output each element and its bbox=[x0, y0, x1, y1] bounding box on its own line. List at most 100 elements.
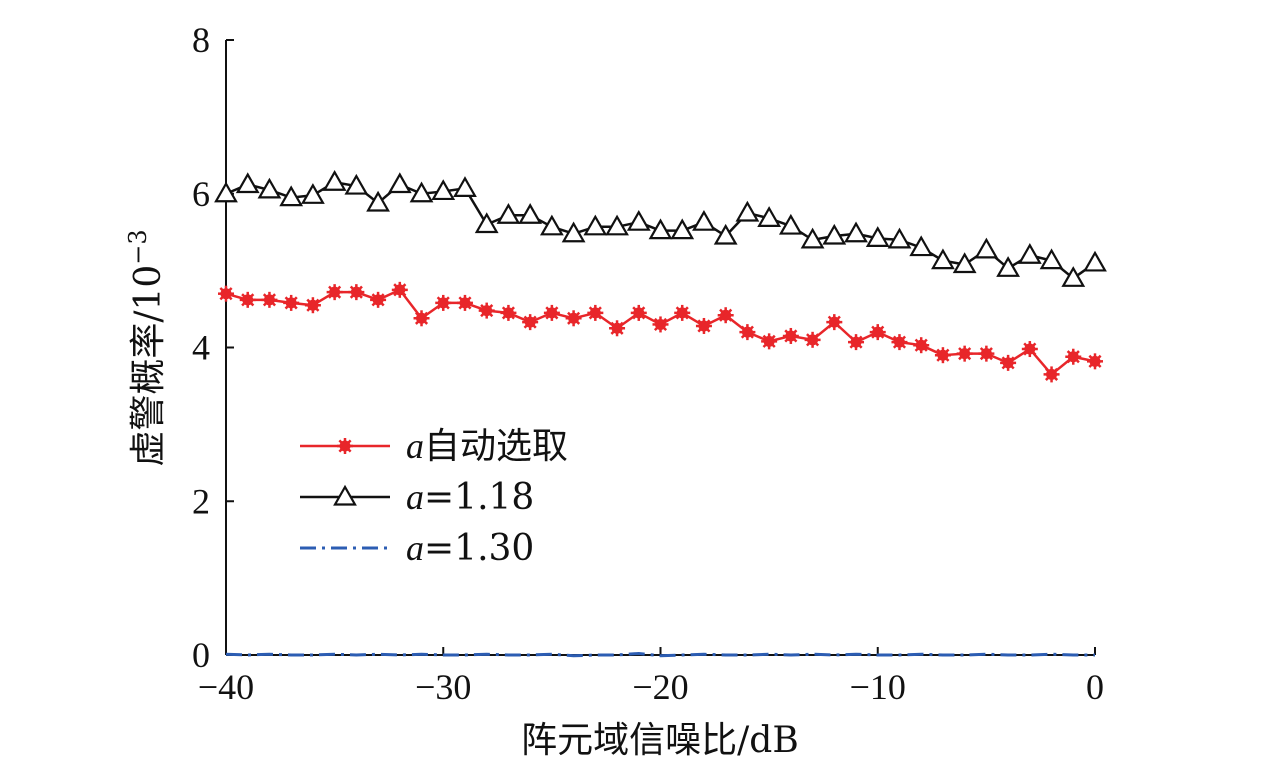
data-point-triangle bbox=[235, 172, 260, 194]
data-point-asterisk bbox=[370, 291, 387, 308]
legend-item: a=1.30 bbox=[300, 528, 534, 569]
data-point-asterisk bbox=[391, 281, 408, 298]
data-point-asterisk bbox=[1065, 348, 1082, 365]
data-point-asterisk bbox=[717, 307, 734, 324]
data-point-triangle bbox=[909, 235, 934, 257]
data-point-asterisk bbox=[565, 310, 582, 327]
data-point-triangle bbox=[1061, 266, 1086, 287]
data-point-asterisk bbox=[348, 284, 365, 301]
series-3 bbox=[225, 651, 1095, 658]
data-point-asterisk bbox=[413, 310, 430, 327]
data-point-asterisk bbox=[826, 314, 843, 331]
data-point-triangle bbox=[648, 218, 673, 240]
y-axis-title-exponent: −3 bbox=[124, 229, 152, 264]
data-point-asterisk bbox=[674, 304, 691, 321]
data-point-asterisk bbox=[848, 334, 865, 351]
data-point-triangle bbox=[931, 248, 955, 270]
data-point-asterisk bbox=[913, 337, 930, 354]
data-point-asterisk bbox=[695, 317, 712, 334]
data-point-asterisk bbox=[1021, 341, 1038, 358]
data-point-triangle bbox=[605, 214, 629, 236]
data-point-asterisk bbox=[543, 304, 560, 321]
data-point-asterisk bbox=[630, 304, 647, 321]
x-axis-title: 阵元域信噪比/dB bbox=[521, 720, 799, 761]
series-2 bbox=[214, 170, 1107, 287]
data-point-asterisk bbox=[456, 294, 473, 311]
data-point-asterisk bbox=[435, 294, 452, 311]
data-point-triangle bbox=[822, 223, 847, 245]
data-point-triangle bbox=[952, 252, 977, 274]
legend: a自动选取 a=1.18 a=1.30 bbox=[300, 426, 568, 569]
data-point-asterisk bbox=[804, 331, 821, 348]
data-point-asterisk bbox=[1087, 353, 1103, 370]
y-tick-label: 4 bbox=[192, 328, 210, 368]
series-1 bbox=[218, 281, 1103, 383]
data-point-asterisk bbox=[522, 314, 539, 331]
data-point-triangle bbox=[257, 177, 282, 199]
data-point-asterisk bbox=[869, 324, 886, 341]
x-tick-label: 0 bbox=[1086, 667, 1104, 707]
data-point-triangle bbox=[626, 209, 651, 231]
legend-label: a=1.18 bbox=[406, 477, 534, 518]
x-axis: −40 −30 −20 −10 0 bbox=[198, 647, 1104, 707]
data-point-triangle bbox=[322, 170, 347, 191]
data-point-triangle bbox=[1017, 243, 1042, 264]
data-point-triangle bbox=[974, 237, 999, 259]
data-point-asterisk bbox=[478, 302, 495, 319]
data-point-asterisk bbox=[587, 304, 604, 321]
data-point-asterisk bbox=[609, 320, 626, 337]
x-tick-label: −20 bbox=[632, 667, 688, 707]
data-point-triangle bbox=[496, 203, 521, 224]
x-tick-label: −10 bbox=[850, 667, 906, 707]
data-point-triangle bbox=[844, 221, 868, 243]
legend-item: a=1.18 bbox=[300, 477, 534, 518]
y-tick-label: 6 bbox=[192, 174, 210, 214]
legend-label: a自动选取 bbox=[406, 426, 568, 467]
data-point-triangle bbox=[344, 173, 369, 195]
data-point-triangle bbox=[583, 214, 608, 236]
y-axis-title-main: 虚警概率/10 bbox=[128, 265, 169, 467]
data-point-triangle bbox=[778, 213, 803, 235]
data-point-asterisk bbox=[337, 438, 353, 454]
data-point-triangle bbox=[800, 227, 825, 249]
y-axis: 0 2 4 6 8 bbox=[192, 20, 234, 675]
data-point-asterisk bbox=[739, 324, 756, 341]
data-point-triangle bbox=[539, 214, 564, 236]
series-layer bbox=[214, 170, 1107, 658]
data-point-asterisk bbox=[891, 334, 908, 351]
data-point-triangle bbox=[1039, 248, 1064, 270]
data-point-asterisk bbox=[1000, 354, 1017, 371]
data-point-asterisk bbox=[261, 291, 278, 308]
y-tick-label: 0 bbox=[192, 635, 210, 675]
data-point-triangle bbox=[561, 221, 586, 243]
y-tick-label: 8 bbox=[192, 20, 210, 60]
data-point-asterisk bbox=[934, 347, 951, 364]
data-point-triangle bbox=[518, 203, 543, 224]
data-point-triangle bbox=[214, 181, 238, 203]
data-point-triangle bbox=[279, 185, 304, 207]
data-point-triangle bbox=[887, 227, 912, 249]
data-point-triangle bbox=[301, 183, 325, 204]
legend-item: a自动选取 bbox=[300, 426, 568, 467]
x-tick-label: −30 bbox=[415, 667, 471, 707]
data-point-asterisk bbox=[761, 333, 778, 350]
series-line bbox=[225, 651, 1095, 658]
legend-label: a=1.30 bbox=[406, 528, 534, 569]
data-point-asterisk bbox=[956, 345, 973, 362]
data-point-asterisk bbox=[239, 291, 256, 308]
data-point-triangle bbox=[996, 256, 1020, 277]
data-point-triangle bbox=[865, 226, 890, 247]
data-point-asterisk bbox=[978, 345, 995, 362]
data-point-asterisk bbox=[782, 327, 799, 344]
data-point-asterisk bbox=[652, 316, 669, 333]
data-point-asterisk bbox=[500, 304, 517, 321]
data-point-asterisk bbox=[283, 294, 300, 311]
data-point-triangle bbox=[1083, 250, 1107, 272]
data-point-triangle bbox=[453, 176, 477, 197]
data-point-asterisk bbox=[304, 297, 321, 314]
data-point-triangle bbox=[713, 223, 738, 245]
data-point-triangle bbox=[474, 212, 499, 234]
x-tick-label: −40 bbox=[198, 667, 254, 707]
data-point-triangle bbox=[366, 190, 390, 212]
